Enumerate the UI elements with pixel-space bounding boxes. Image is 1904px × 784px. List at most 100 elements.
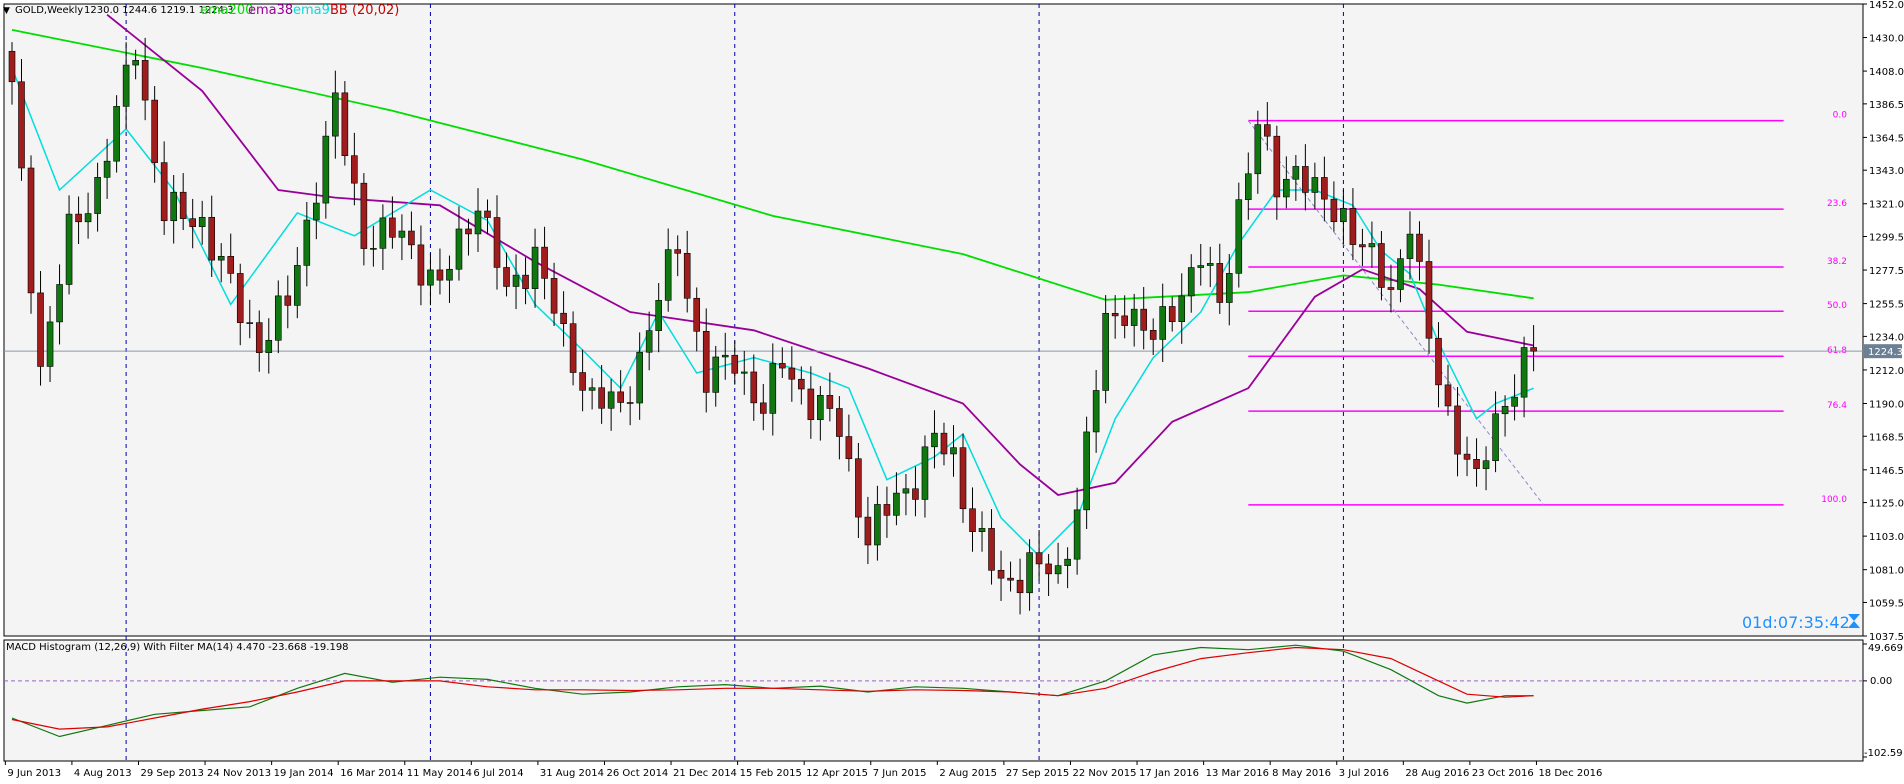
- time-tick-label: 7 Jun 2015: [873, 768, 927, 779]
- candle-bullish: [1235, 199, 1243, 274]
- candle-bearish: [1035, 552, 1043, 565]
- candle-bearish: [788, 367, 796, 380]
- candle-bullish: [332, 92, 339, 137]
- candle-bearish: [484, 210, 491, 218]
- candle-bullish: [1245, 173, 1252, 200]
- candle-bearish: [940, 432, 948, 455]
- candle-bullish: [902, 488, 910, 494]
- candle-bearish: [37, 292, 44, 367]
- candle-bearish: [541, 246, 548, 279]
- candle-bearish: [1330, 198, 1338, 223]
- candle-bullish: [588, 387, 596, 391]
- price-tick-label: 1277.5: [1869, 266, 1904, 277]
- candle-bearish: [351, 155, 358, 184]
- time-tick-label: 9 Jun 2013: [7, 768, 61, 779]
- hourglass-icon: [1848, 614, 1860, 628]
- price-tick-label: 1190.0: [1869, 399, 1904, 410]
- chart-header: ▼ GOLD,Weekly 1230.0 1244.6 1219.1 1224.…: [3, 3, 399, 18]
- macd-tick-bottom: -102.59: [1864, 748, 1903, 759]
- candle-bearish: [807, 388, 815, 421]
- candle-bearish: [1530, 347, 1537, 352]
- candle-bullish: [512, 274, 520, 287]
- candle-bearish: [883, 504, 891, 516]
- price-tick-label: 1321.0: [1869, 200, 1904, 211]
- candle-bullish: [370, 248, 377, 250]
- candle-bullish: [265, 339, 273, 353]
- candle-bearish: [1378, 243, 1385, 288]
- ohlc-values: 1230.0 1244.6 1219.1 1224.3: [84, 5, 234, 16]
- candle-bearish: [959, 447, 967, 510]
- candle-bearish: [493, 217, 501, 268]
- candle-bearish: [18, 81, 25, 169]
- candle-bullish: [817, 395, 824, 421]
- candle-bearish: [1168, 306, 1176, 322]
- candle-bullish: [94, 177, 101, 214]
- candle-bullish: [379, 217, 387, 249]
- symbol-arrow-icon[interactable]: ▼: [3, 6, 10, 16]
- candle-bearish: [912, 488, 919, 500]
- moving-averages: [4, 13, 1863, 558]
- macd-tick-top: 49.669: [1868, 643, 1903, 654]
- price-tick-label: 1452.0: [1869, 0, 1904, 11]
- candle-bearish: [836, 408, 843, 437]
- time-tick-label: 13 Mar 2016: [1206, 768, 1269, 779]
- candle-bearish: [189, 218, 196, 227]
- candle-bullish: [65, 213, 73, 285]
- candle-bullish: [113, 106, 120, 162]
- candle-bearish: [1454, 405, 1461, 455]
- candle-bullish: [1178, 295, 1186, 322]
- candle-bearish: [208, 216, 216, 261]
- time-tick-label: 17 Jan 2016: [1139, 768, 1199, 779]
- candle-bearish: [1140, 308, 1147, 331]
- candle-bearish: [864, 516, 872, 546]
- time-tick-label: 16 Mar 2014: [340, 768, 403, 779]
- time-tick-label: 26 Oct 2014: [606, 768, 668, 779]
- candle-bullish: [1225, 273, 1233, 303]
- time-tick-label: 11 May 2014: [407, 768, 472, 779]
- candle-bullish: [874, 504, 881, 546]
- price-tick-label: 1212.0: [1869, 366, 1904, 377]
- candle-bullish: [1130, 308, 1138, 326]
- candle-bullish: [1311, 177, 1319, 193]
- candle-bearish: [1264, 124, 1271, 137]
- time-tick-label: 2 Aug 2015: [939, 768, 997, 779]
- candle-bullish: [1406, 233, 1414, 259]
- time-tick-label: 24 Nov 2013: [207, 768, 271, 779]
- candle-bullish: [293, 265, 301, 306]
- candle-bearish: [227, 255, 235, 274]
- time-tick-label: 6 Jul 2014: [473, 768, 523, 779]
- candle-bearish: [550, 278, 558, 314]
- ema38-line: [106, 13, 1534, 496]
- macd-tick-zero: 0.00: [1870, 676, 1892, 687]
- candle-bullish: [56, 284, 63, 323]
- fib-level-label: 38.2: [1827, 257, 1847, 267]
- candle-bullish: [122, 64, 130, 107]
- candle-bullish: [636, 351, 643, 404]
- price-tick-label: 1081.0: [1869, 566, 1904, 577]
- candle-bearish: [1149, 330, 1157, 340]
- candle-bullish: [1083, 431, 1090, 511]
- candle-bearish: [75, 213, 82, 223]
- time-tick-label: 4 Aug 2013: [74, 768, 132, 779]
- candle-bullish: [1254, 124, 1262, 175]
- candle-bearish: [579, 372, 586, 391]
- macd-signal-line: [11, 646, 1534, 730]
- candle-bearish: [693, 297, 701, 332]
- candle-bearish: [798, 378, 805, 390]
- candle-bullish: [1064, 558, 1071, 566]
- candle-bullish: [950, 447, 957, 455]
- candle-bearish: [341, 92, 349, 156]
- candle-bearish: [417, 244, 425, 286]
- price-tick-label: 1234.0: [1869, 332, 1904, 343]
- price-tick-label: 1146.5: [1869, 466, 1904, 477]
- candle-bullish: [1197, 265, 1205, 268]
- candle-bullish: [474, 210, 482, 235]
- candle-bearish: [731, 354, 739, 374]
- candle-bullish: [1283, 178, 1290, 198]
- price-tick-label: 1386.5: [1869, 100, 1904, 111]
- candle-bullish: [712, 356, 720, 393]
- candle-bullish: [769, 363, 777, 414]
- candle-bearish: [389, 217, 396, 238]
- candle-bearish: [1435, 337, 1442, 386]
